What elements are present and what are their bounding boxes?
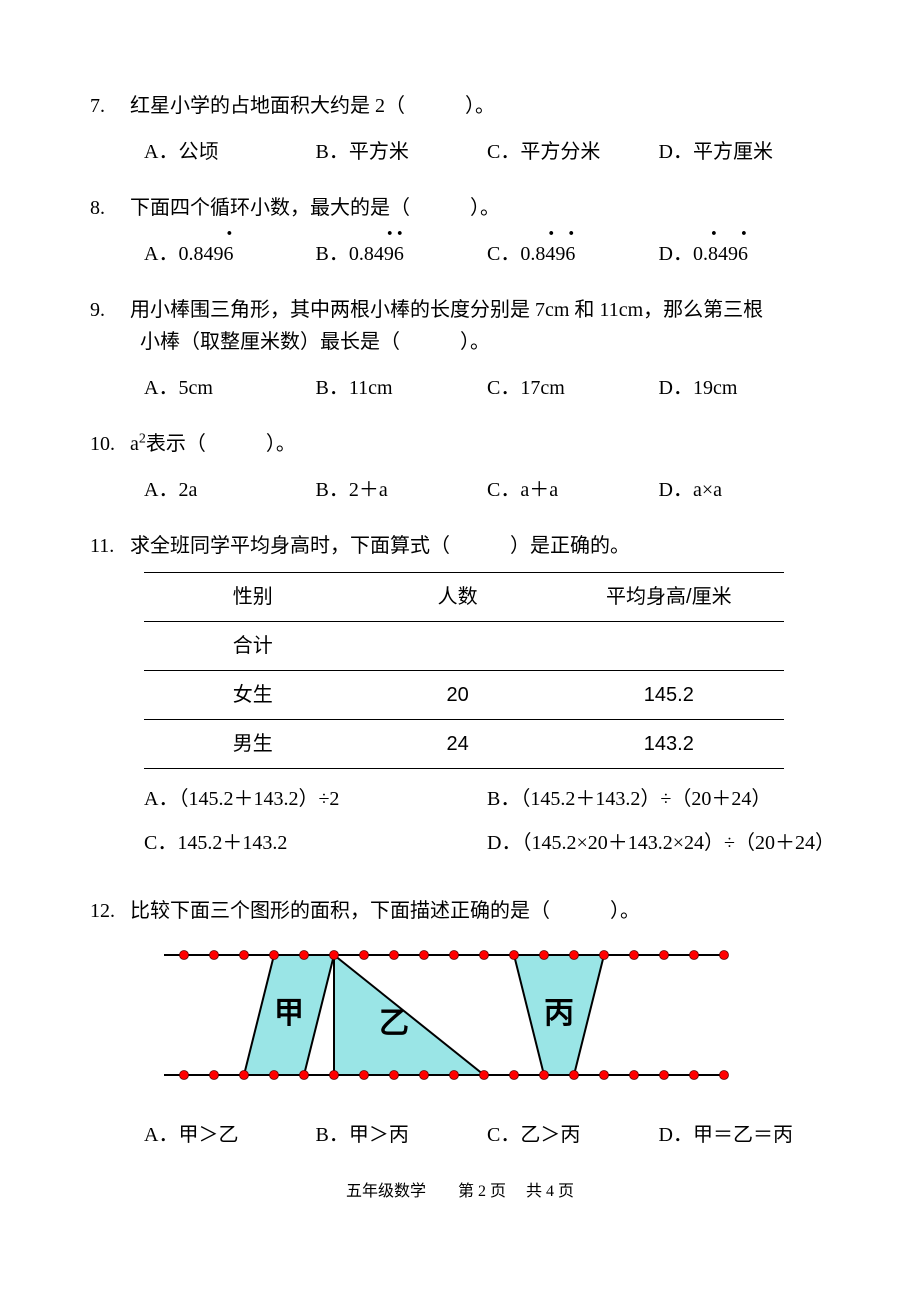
q8-opt-d: D．0.8496 — [659, 238, 831, 270]
q11-opt-b: B．（145.2＋143.2）÷（20＋24） — [487, 783, 830, 815]
q8-opt-c: C．0.8496 — [487, 238, 659, 270]
q10-opt-a: A．2a — [144, 474, 316, 506]
q12-opt-c: C．乙＞丙 — [487, 1119, 659, 1151]
table-row: 合计 — [144, 622, 784, 671]
q9-opt-c: C．17cm — [487, 372, 659, 404]
q10-num: 10. — [90, 428, 130, 460]
page-footer: 五年级数学 第 2 页 共 4 页 — [90, 1179, 830, 1205]
question-7: 7.红星小学的占地面积大约是 2（ ）。 A．公顷 B．平方米 C．平方分米 D… — [90, 90, 830, 168]
q9-options: A．5cm B．11cm C．17cm D．19cm — [90, 372, 830, 404]
q11-opt-a: A．（145.2＋143.2）÷2 — [144, 783, 487, 815]
q11-options: A．（145.2＋143.2）÷2 B．（145.2＋143.2）÷（20＋24… — [90, 783, 830, 871]
table-row: 女生 20 145.2 — [144, 671, 784, 720]
page-content: 7.红星小学的占地面积大约是 2（ ）。 A．公顷 B．平方米 C．平方分米 D… — [0, 0, 920, 1245]
q9-opt-d: D．19cm — [659, 372, 831, 404]
q12-options: A．甲＞乙 B．甲＞丙 C．乙＞丙 D．甲＝乙＝丙 — [90, 1119, 830, 1151]
q8-text: 下面四个循环小数，最大的是（ ）。 — [130, 197, 500, 219]
q12-opt-b: B．甲＞丙 — [316, 1119, 488, 1151]
q7-opt-c: C．平方分米 — [487, 136, 659, 168]
q9-text2: 小棒（取整厘米数）最长是（ ）。 — [90, 326, 830, 358]
q12-figure: 甲乙丙 — [90, 935, 830, 1105]
q12-num: 12. — [90, 895, 130, 927]
question-9: 9.用小棒围三角形，其中两根小棒的长度分别是 7cm 和 11cm，那么第三根 … — [90, 294, 830, 404]
q10-opt-c: C．a＋a — [487, 474, 659, 506]
q9-num: 9. — [90, 294, 130, 326]
q11-opt-c: C．145.2＋143.2 — [144, 827, 487, 859]
q7-opt-b: B．平方米 — [316, 136, 488, 168]
svg-text:乙: 乙 — [379, 1007, 409, 1040]
table-row: 男生 24 143.2 — [144, 720, 784, 769]
q7-opt-d: D．平方厘米 — [659, 136, 831, 168]
q11-num: 11. — [90, 530, 130, 562]
q10-text: a2表示（ ）。 — [130, 433, 296, 455]
q12-text: 比较下面三个图形的面积，下面描述正确的是（ ）。 — [130, 900, 640, 922]
q7-num: 7. — [90, 90, 130, 122]
q10-options: A．2a B．2＋a C．a＋a D．a×a — [90, 474, 830, 506]
q12-shapes-svg: 甲乙丙 — [144, 935, 764, 1095]
q10-opt-d: D．a×a — [659, 474, 831, 506]
question-8: 8.下面四个循环小数，最大的是（ ）。 A．0.8496 B．0.8496 C．… — [90, 192, 830, 270]
q7-text: 红星小学的占地面积大约是 2（ ）。 — [130, 95, 495, 117]
q11-th-0: 性别 — [144, 573, 362, 622]
q11-table: 性别 人数 平均身高/厘米 合计 女生 20 145.2 男生 24 143.2 — [144, 572, 784, 769]
q9-opt-b: B．11cm — [316, 372, 488, 404]
q7-options: A．公顷 B．平方米 C．平方分米 D．平方厘米 — [90, 136, 830, 168]
question-10: 10.a2表示（ ）。 A．2a B．2＋a C．a＋a D．a×a — [90, 428, 830, 506]
q8-opt-a: A．0.8496 — [144, 238, 316, 270]
q8-opt-b: B．0.8496 — [316, 238, 488, 270]
svg-text:甲: 甲 — [274, 997, 304, 1030]
q11-text: 求全班同学平均身高时，下面算式（ ）是正确的。 — [130, 535, 630, 557]
q11-th-2: 平均身高/厘米 — [554, 573, 784, 622]
q11-th-1: 人数 — [362, 573, 554, 622]
question-11: 11.求全班同学平均身高时，下面算式（ ）是正确的。 性别 人数 平均身高/厘米… — [90, 530, 830, 871]
question-12: 12.比较下面三个图形的面积，下面描述正确的是（ ）。 甲 乙 丙 A．甲＞乙 B．… — [90, 895, 830, 1151]
q10-opt-b: B．2＋a — [316, 474, 488, 506]
q9-text1: 用小棒围三角形，其中两根小棒的长度分别是 7cm 和 11cm，那么第三根 — [130, 299, 763, 321]
q12-opt-d: D．甲＝乙＝丙 — [659, 1119, 831, 1151]
q8-options: A．0.8496 B．0.8496 C．0.8496 D．0.8496 — [90, 238, 830, 270]
q12-opt-a: A．甲＞乙 — [144, 1119, 316, 1151]
q8-num: 8. — [90, 192, 130, 224]
q9-opt-a: A．5cm — [144, 372, 316, 404]
svg-text:丙: 丙 — [544, 997, 574, 1030]
q11-opt-d: D．（145.2×20＋143.2×24）÷（20＋24） — [487, 827, 830, 859]
q7-opt-a: A．公顷 — [144, 136, 316, 168]
